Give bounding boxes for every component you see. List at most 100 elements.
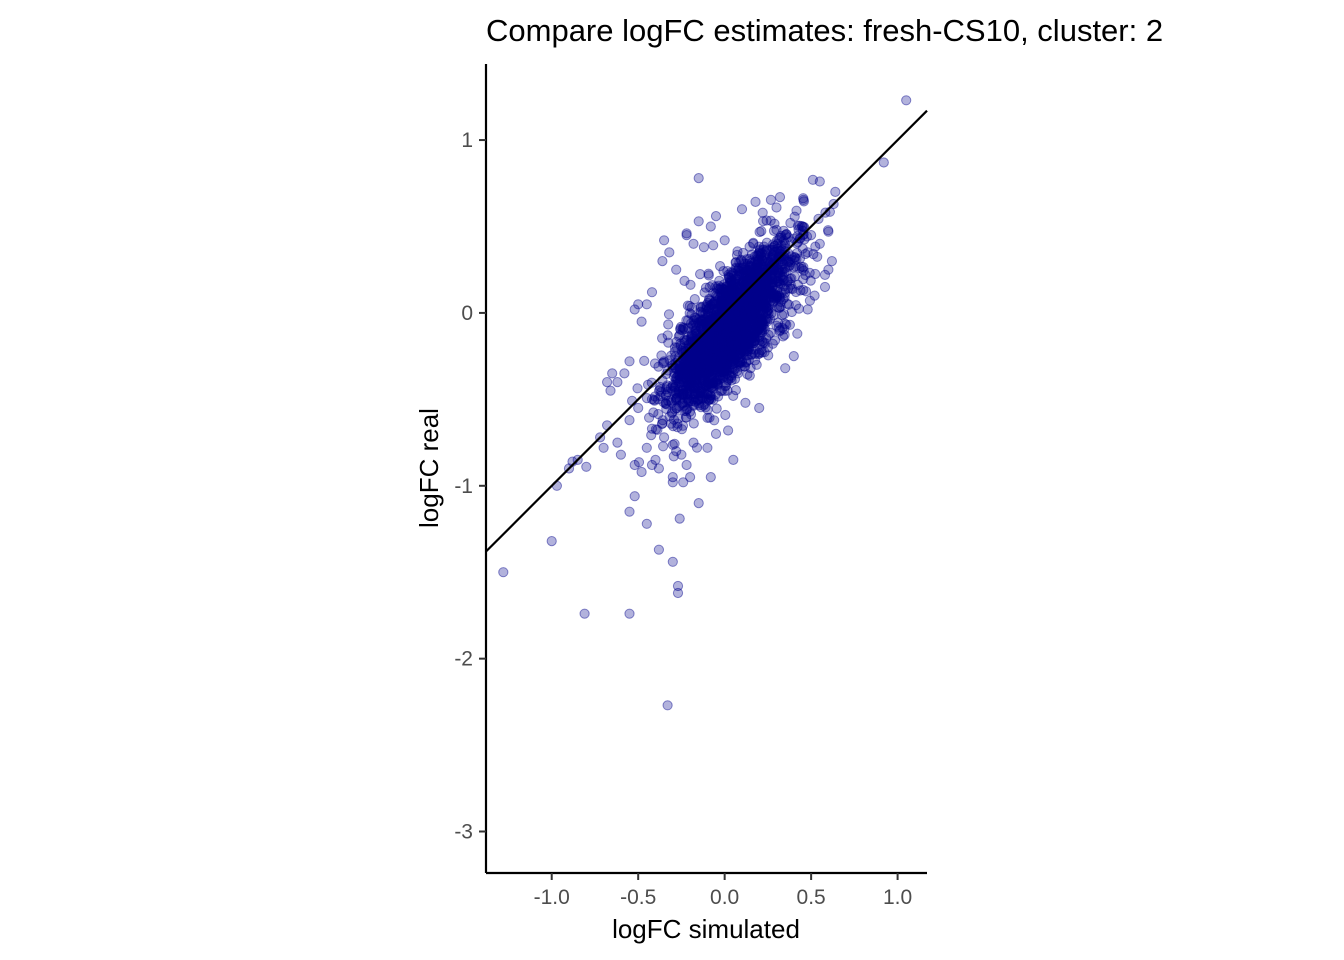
data-point <box>722 320 733 331</box>
data-point <box>734 302 745 313</box>
data-point <box>698 352 709 363</box>
data-point <box>741 329 752 340</box>
data-point <box>674 330 685 341</box>
data-point <box>761 313 772 324</box>
data-point <box>703 340 715 351</box>
data-point <box>775 296 787 307</box>
data-point <box>684 406 696 417</box>
data-point <box>728 309 739 320</box>
data-point <box>740 316 751 327</box>
data-point <box>695 301 706 312</box>
data-point <box>767 274 778 285</box>
data-point <box>757 287 768 298</box>
data-point <box>730 343 742 354</box>
data-point <box>709 296 720 308</box>
data-point <box>714 339 725 350</box>
data-point <box>689 347 701 358</box>
data-point <box>724 272 735 283</box>
data-point <box>683 353 695 364</box>
data-point <box>729 373 741 385</box>
data-point <box>789 252 800 263</box>
data-point <box>698 347 709 358</box>
data-point <box>668 414 680 425</box>
data-point <box>723 425 734 436</box>
data-point <box>674 369 685 381</box>
data-point <box>752 281 763 292</box>
scatter-points <box>498 95 912 711</box>
data-point <box>694 347 706 358</box>
data-point <box>752 294 763 305</box>
data-point <box>750 315 761 326</box>
data-point <box>725 275 736 286</box>
data-point <box>685 472 696 483</box>
data-point <box>748 304 760 315</box>
data-point <box>762 254 773 265</box>
data-point <box>725 312 736 323</box>
data-point <box>712 379 723 390</box>
data-point <box>716 309 727 320</box>
data-point <box>763 256 774 268</box>
data-point <box>733 305 745 316</box>
data-point <box>724 325 735 336</box>
data-point <box>754 335 765 346</box>
data-point <box>728 322 739 333</box>
data-point <box>763 280 774 291</box>
data-point <box>712 316 723 327</box>
data-point <box>723 292 734 303</box>
data-point <box>703 365 714 376</box>
data-point <box>755 293 766 304</box>
data-point <box>771 291 783 302</box>
data-point <box>774 325 786 336</box>
data-point <box>772 275 783 287</box>
data-point <box>749 293 760 304</box>
data-point <box>743 324 754 335</box>
data-point <box>772 266 783 277</box>
data-point <box>729 307 740 318</box>
data-point <box>746 295 757 306</box>
data-point <box>742 287 754 298</box>
data-point <box>653 409 664 420</box>
data-point <box>739 315 750 326</box>
data-point <box>782 275 793 286</box>
data-point <box>716 329 727 340</box>
data-point <box>715 320 726 331</box>
data-point <box>740 279 751 290</box>
data-point <box>686 371 697 382</box>
data-point <box>720 351 731 362</box>
data-point <box>745 328 756 339</box>
data-point <box>679 337 690 348</box>
data-point <box>704 371 715 382</box>
data-point <box>720 335 732 346</box>
data-point <box>693 216 704 227</box>
data-point <box>694 385 705 397</box>
data-point <box>699 356 711 367</box>
data-point <box>679 405 690 417</box>
data-point <box>769 218 780 229</box>
data-point <box>719 297 730 308</box>
data-point <box>773 322 785 333</box>
data-point <box>715 357 726 368</box>
data-point <box>644 412 655 423</box>
data-point <box>723 338 734 349</box>
data-point <box>695 374 706 386</box>
data-point <box>734 335 745 346</box>
data-point <box>673 384 685 395</box>
data-point <box>743 354 754 366</box>
data-point <box>678 372 689 383</box>
data-point <box>823 226 834 237</box>
data-point <box>745 334 756 345</box>
data-point <box>633 402 644 414</box>
data-point <box>701 354 712 365</box>
data-point <box>746 324 757 335</box>
data-point <box>706 299 717 310</box>
data-point <box>675 362 686 373</box>
data-point <box>772 292 783 303</box>
data-point <box>747 301 759 312</box>
data-point <box>629 304 640 315</box>
data-point <box>689 353 700 364</box>
data-point <box>901 95 912 106</box>
data-point <box>736 288 747 300</box>
data-point <box>699 369 711 380</box>
data-point <box>697 341 708 352</box>
data-point <box>742 322 753 333</box>
